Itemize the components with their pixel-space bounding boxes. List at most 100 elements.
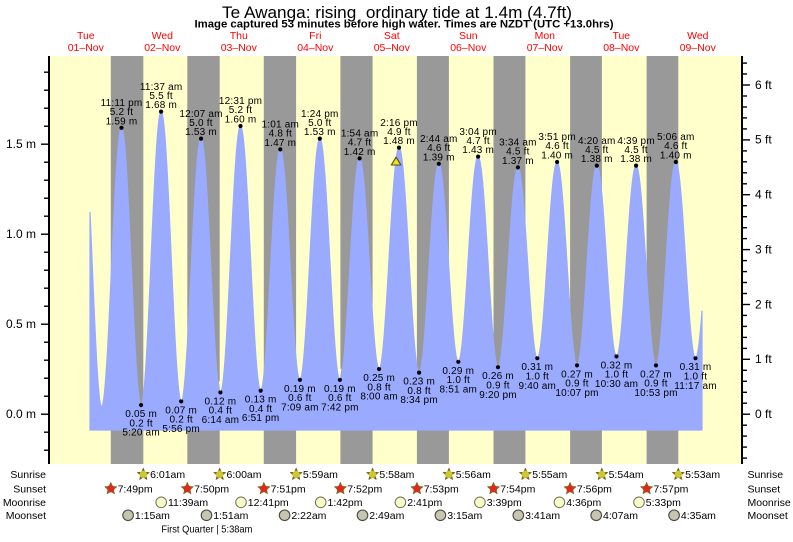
svg-text:Sunset: Sunset [748,483,781,495]
svg-text:0.13 m: 0.13 m [245,395,277,406]
svg-text:11:11 pm: 11:11 pm [101,98,143,109]
svg-text:2:44 am: 2:44 am [420,134,458,145]
svg-text:Sunrise: Sunrise [10,469,46,481]
svg-text:0.12 m: 0.12 m [205,396,237,407]
svg-text:12:07 am: 12:07 am [179,109,222,120]
svg-text:Sat: Sat [384,30,400,42]
svg-text:07–Nov: 07–Nov [527,42,564,54]
svg-text:1.43 m: 1.43 m [462,145,494,156]
svg-text:Moonrise: Moonrise [748,497,791,509]
svg-text:4.5 ft: 4.5 ft [506,147,529,158]
svg-text:5.2 ft: 5.2 ft [110,107,133,118]
svg-text:4:35am: 4:35am [681,510,716,522]
svg-text:Moonset: Moonset [6,510,46,522]
svg-text:Tue: Tue [612,30,630,42]
svg-text:3:39pm: 3:39pm [487,497,522,509]
svg-text:7:42 pm: 7:42 pm [321,402,359,413]
svg-text:0.31 m: 0.31 m [680,362,712,373]
svg-text:1.0 m: 1.0 m [6,227,36,241]
svg-text:0.8 ft: 0.8 ft [407,386,430,397]
svg-text:08–Nov: 08–Nov [603,42,640,54]
svg-text:1:42pm: 1:42pm [328,497,363,509]
svg-text:4.6 ft: 4.6 ft [664,141,687,152]
svg-text:10:07 pm: 10:07 pm [555,388,598,399]
svg-text:0.19 m: 0.19 m [324,384,356,395]
svg-text:04–Nov: 04–Nov [297,42,334,54]
svg-text:Fri: Fri [309,30,321,42]
svg-text:0.4 ft: 0.4 ft [249,404,272,415]
svg-text:5.0 ft: 5.0 ft [189,118,212,129]
svg-text:7:56pm: 7:56pm [577,483,612,495]
svg-text:8:00 am: 8:00 am [360,392,398,403]
svg-text:3:04 pm: 3:04 pm [459,127,497,138]
svg-text:4.5 ft: 4.5 ft [624,145,647,156]
svg-text:4.6 ft: 4.6 ft [427,143,450,154]
svg-text:1:54 am: 1:54 am [341,129,379,140]
svg-text:5:59am: 5:59am [303,469,338,481]
svg-text:6:01am: 6:01am [150,469,185,481]
svg-text:1:15am: 1:15am [135,510,170,522]
svg-text:4.9 ft: 4.9 ft [387,127,410,138]
svg-text:1.40 m: 1.40 m [541,151,573,162]
svg-text:9:40 am: 9:40 am [519,381,557,392]
svg-text:1.68 m: 1.68 m [145,100,177,111]
svg-text:1.39 m: 1.39 m [423,152,455,163]
svg-text:0 ft: 0 ft [755,407,772,421]
svg-text:03–Nov: 03–Nov [221,42,258,54]
svg-text:Sunrise: Sunrise [748,469,784,481]
svg-text:2:22am: 2:22am [291,510,326,522]
svg-text:8:51 am: 8:51 am [440,384,478,395]
svg-text:1.53 m: 1.53 m [185,127,217,138]
svg-text:1.40 m: 1.40 m [660,151,692,162]
svg-text:7:51pm: 7:51pm [271,483,306,495]
svg-text:1.38 m: 1.38 m [620,154,652,165]
svg-text:0.2 ft: 0.2 ft [169,415,192,426]
svg-text:12:41pm: 12:41pm [248,497,289,509]
svg-text:10:53 pm: 10:53 pm [634,388,677,399]
svg-text:0.26 m: 0.26 m [482,371,514,382]
svg-text:4.6 ft: 4.6 ft [545,141,568,152]
svg-text:5:56am: 5:56am [456,469,491,481]
svg-text:0.0 m: 0.0 m [6,407,36,421]
svg-text:1.0 ft: 1.0 ft [526,372,549,383]
svg-text:5.5 ft: 5.5 ft [149,91,172,102]
svg-text:6 ft: 6 ft [755,78,772,92]
svg-text:1:01 am: 1:01 am [262,120,300,131]
svg-text:0.23 m: 0.23 m [403,377,435,388]
svg-text:0.31 m: 0.31 m [521,362,553,373]
svg-text:5 ft: 5 ft [755,133,772,147]
svg-text:12:31 pm: 12:31 pm [219,96,262,107]
svg-text:3 ft: 3 ft [755,242,772,256]
svg-text:First Quarter | 5:38am: First Quarter | 5:38am [161,524,252,536]
svg-text:2:16 pm: 2:16 pm [380,118,418,129]
svg-text:Sunset: Sunset [13,483,46,495]
svg-text:0.4 ft: 0.4 ft [209,406,232,417]
svg-text:Sun: Sun [459,30,478,42]
svg-text:7:54pm: 7:54pm [500,483,535,495]
svg-text:0.6 ft: 0.6 ft [328,393,351,404]
svg-text:5:56 pm: 5:56 pm [162,424,200,435]
svg-text:1:51am: 1:51am [213,510,248,522]
svg-text:1.0 ft: 1.0 ft [447,375,470,386]
svg-text:5:33pm: 5:33pm [646,497,681,509]
svg-text:7:49pm: 7:49pm [118,483,153,495]
svg-text:05–Nov: 05–Nov [374,42,411,54]
svg-text:Moonset: Moonset [748,510,788,522]
svg-text:1.47 m: 1.47 m [264,138,296,149]
svg-text:Moonrise: Moonrise [3,497,46,509]
svg-text:6:14 am: 6:14 am [202,415,240,426]
svg-text:0.9 ft: 0.9 ft [644,379,667,390]
svg-text:0.9 ft: 0.9 ft [486,381,509,392]
svg-text:8:34 pm: 8:34 pm [400,395,438,406]
svg-text:Thu: Thu [230,30,248,42]
svg-text:9:20 pm: 9:20 pm [479,390,517,401]
svg-text:0.27 m: 0.27 m [640,369,672,380]
svg-text:0.07 m: 0.07 m [165,405,197,416]
svg-text:0.19 m: 0.19 m [284,384,316,395]
svg-text:1.59 m: 1.59 m [106,116,138,127]
svg-text:7:57pm: 7:57pm [653,483,688,495]
svg-text:Mon: Mon [535,30,556,42]
svg-text:1.48 m: 1.48 m [383,136,415,147]
svg-text:5.0 ft: 5.0 ft [308,118,331,129]
svg-text:3:41am: 3:41am [525,510,560,522]
